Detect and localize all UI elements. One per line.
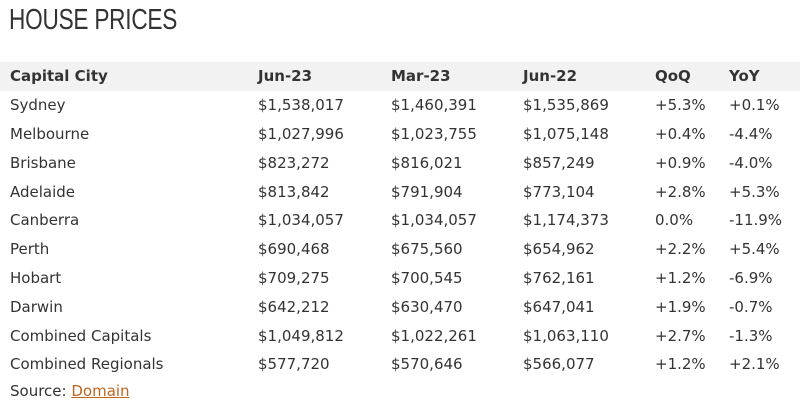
value-cell: +0.4%: [655, 124, 706, 143]
column-header: Mar-23: [391, 67, 451, 86]
value-cell: +1.2%: [655, 355, 706, 374]
city-cell: Melbourne: [10, 124, 90, 143]
value-cell: $773,104: [523, 182, 595, 201]
value-cell: $709,275: [258, 268, 330, 287]
column-header: YoY: [729, 67, 760, 86]
value-cell: $823,272: [258, 153, 330, 172]
value-cell: $570,646: [391, 355, 463, 374]
value-cell: $1,027,996: [258, 124, 344, 143]
value-cell: $690,468: [258, 240, 330, 259]
city-cell: Combined Regionals: [10, 355, 164, 374]
city-cell: Sydney: [10, 96, 66, 115]
city-cell: Combined Capitals: [10, 326, 152, 345]
value-cell: +5.3%: [655, 96, 706, 115]
table-row: Sydney $1,538,017 $1,460,391 $1,535,869 +5.3…: [0, 91, 800, 120]
value-cell: +5.3%: [729, 182, 780, 201]
table-row: Canberra $1,034,057 $1,034,057 $1,174,373 0.…: [0, 206, 800, 235]
value-cell: +2.8%: [655, 182, 706, 201]
source-label: Source:: [10, 382, 67, 400]
value-cell: 0.0%: [655, 211, 694, 230]
city-cell: Hobart: [10, 268, 62, 287]
value-cell: $813,842: [258, 182, 330, 201]
value-cell: $1,022,261: [391, 326, 477, 345]
value-cell: $1,023,755: [391, 124, 477, 143]
source-link[interactable]: Domain: [71, 382, 130, 400]
table-row: Brisbane $823,272 $816,021 $857,249 +0.9% -4.…: [0, 148, 800, 177]
city-cell: Canberra: [10, 211, 80, 230]
table-head: Capital City Jun-23 Mar-23 Jun-22 QoQ YoY: [0, 62, 800, 91]
value-cell: -4.0%: [729, 153, 773, 172]
value-cell: +2.7%: [655, 326, 706, 345]
column-header: Capital City: [10, 67, 108, 86]
value-cell: +0.1%: [729, 96, 780, 115]
value-cell: $642,212: [258, 297, 330, 316]
table-row: Combined Capitals $1,049,812 $1,022,261 $1,…: [0, 321, 800, 350]
value-cell: $762,161: [523, 268, 595, 287]
table-body: Sydney $1,538,017 $1,460,391 $1,535,869 +5.3…: [0, 91, 800, 379]
value-cell: +1.2%: [655, 268, 706, 287]
value-cell: $675,560: [391, 240, 463, 259]
table-row: Hobart $709,275 $700,545 $762,161 +1.2% -6.9%: [0, 264, 800, 293]
city-cell: Perth: [10, 240, 50, 259]
table-row: Combined Regionals $577,720 $570,646 $566,0…: [0, 350, 800, 379]
value-cell: +2.2%: [655, 240, 706, 259]
value-cell: $857,249: [523, 153, 595, 172]
value-cell: $654,962: [523, 240, 595, 259]
header-row: Capital City Jun-23 Mar-23 Jun-22 QoQ YoY: [0, 62, 800, 91]
value-cell: -1.3%: [729, 326, 773, 345]
table-row: Melbourne $1,027,996 $1,023,755 $1,075,148 +…: [0, 120, 800, 149]
value-cell: $816,021: [391, 153, 463, 172]
value-cell: $1,075,148: [523, 124, 609, 143]
value-cell: $1,460,391: [391, 96, 477, 115]
city-cell: Adelaide: [10, 182, 76, 201]
value-cell: +0.9%: [655, 153, 706, 172]
column-header: QoQ: [655, 67, 691, 86]
value-cell: +5.4%: [729, 240, 780, 259]
value-cell: $1,034,057: [391, 211, 477, 230]
column-header: Jun-22: [523, 67, 578, 86]
value-cell: $1,049,812: [258, 326, 344, 345]
value-cell: $1,174,373: [523, 211, 609, 230]
value-cell: -6.9%: [729, 268, 773, 287]
value-cell: $577,720: [258, 355, 330, 374]
value-cell: $566,077: [523, 355, 595, 374]
value-cell: $700,545: [391, 268, 463, 287]
value-cell: -0.7%: [729, 297, 773, 316]
value-cell: $630,470: [391, 297, 463, 316]
value-cell: $1,535,869: [523, 96, 609, 115]
value-cell: $1,034,057: [258, 211, 344, 230]
column-header: Jun-23: [258, 67, 313, 86]
price-table: Capital City Jun-23 Mar-23 Jun-22 QoQ YoY Syd…: [0, 62, 800, 379]
table-row: Adelaide $813,842 $791,904 $773,104 +2.8% +5.…: [0, 177, 800, 206]
city-cell: Brisbane: [10, 153, 76, 172]
city-cell: Darwin: [10, 297, 63, 316]
title: HOUSE PRICES: [9, 4, 178, 36]
value-cell: -11.9%: [729, 211, 783, 230]
value-cell: $647,041: [523, 297, 595, 316]
source: Source: Domain: [10, 382, 130, 400]
table-row: Darwin $642,212 $630,470 $647,041 +1.9% -0.7%: [0, 292, 800, 321]
value-cell: +2.1%: [729, 355, 780, 374]
value-cell: $1,063,110: [523, 326, 609, 345]
value-cell: $791,904: [391, 182, 463, 201]
table-row: Perth $690,468 $675,560 $654,962 +2.2% +5.4%: [0, 235, 800, 264]
value-cell: +1.9%: [655, 297, 706, 316]
value-cell: -4.4%: [729, 124, 773, 143]
value-cell: $1,538,017: [258, 96, 344, 115]
